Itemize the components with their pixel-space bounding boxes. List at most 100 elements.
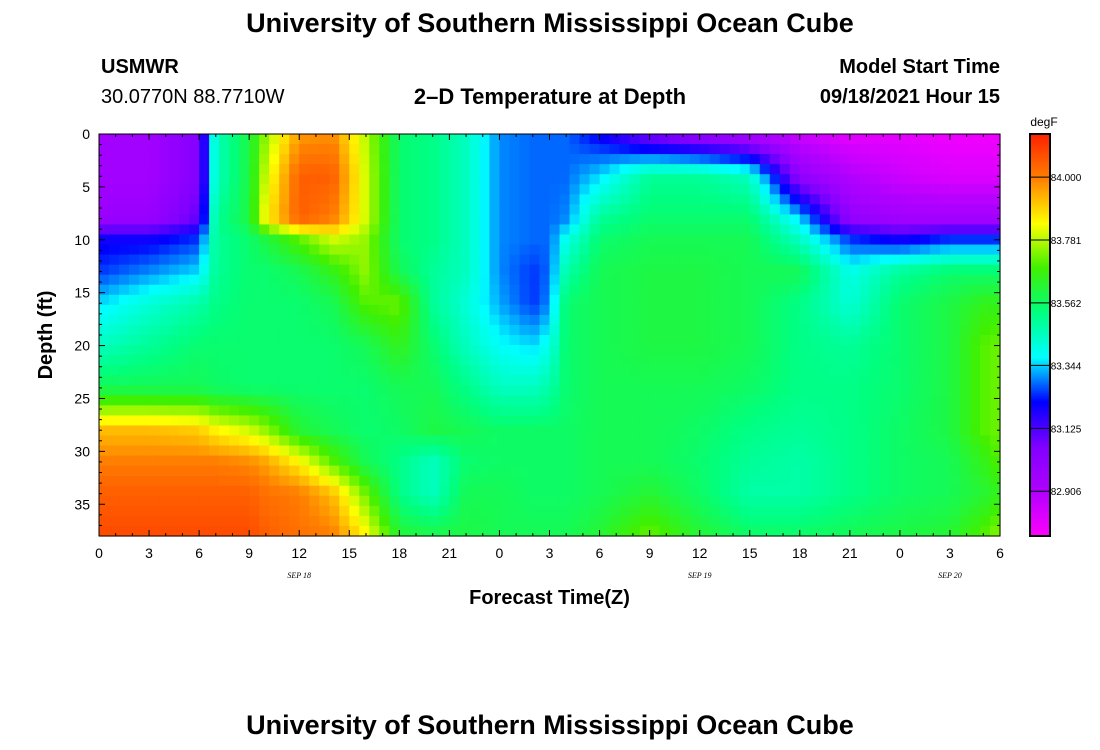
heatmap-cell: [189, 294, 200, 306]
heatmap-cell: [519, 254, 531, 266]
heatmap-cell: [859, 335, 871, 346]
heatmap-cell: [719, 435, 731, 447]
heatmap-cell: [709, 465, 721, 477]
heatmap-cell: [639, 254, 651, 266]
heatmap-cell: [839, 485, 851, 497]
heatmap-cell: [749, 495, 761, 507]
heatmap-cell: [639, 435, 651, 447]
heatmap-cell: [559, 234, 571, 246]
heatmap-cell: [459, 375, 471, 386]
heatmap-cell: [649, 505, 661, 517]
heatmap-cell: [359, 194, 370, 205]
heatmap-cell: [289, 515, 300, 527]
heatmap-cell: [179, 465, 190, 477]
heatmap-cell: [789, 455, 801, 467]
heatmap-cell: [499, 395, 511, 406]
heatmap-cell: [919, 274, 931, 286]
heatmap-cell: [569, 194, 581, 205]
heatmap-cell: [749, 355, 761, 366]
heatmap-cell: [759, 234, 771, 246]
heatmap-cell: [779, 174, 791, 185]
heatmap-cell: [629, 455, 641, 467]
heatmap-cell: [139, 435, 150, 447]
x-tick-label: 9: [646, 545, 654, 561]
heatmap-cell: [659, 335, 671, 346]
heatmap-cell: [689, 324, 701, 336]
heatmap-cell: [249, 455, 260, 467]
heatmap-cell: [169, 435, 180, 447]
heatmap-cell: [989, 304, 1001, 316]
heatmap-cell: [889, 415, 901, 427]
heatmap-cell: [249, 164, 260, 175]
heatmap-cell: [489, 355, 501, 366]
heatmap-cell: [749, 415, 761, 427]
heatmap-cell: [889, 445, 901, 457]
heatmap-cell: [589, 314, 601, 326]
heatmap-cell: [729, 465, 741, 477]
heatmap-cell: [739, 164, 751, 175]
heatmap-cell: [929, 314, 941, 326]
heatmap-cell: [579, 184, 591, 195]
heatmap-cell: [169, 415, 180, 427]
heatmap-cell: [759, 164, 771, 175]
heatmap-cell: [119, 425, 130, 437]
heatmap-cell: [649, 405, 661, 416]
heatmap-cell: [819, 204, 831, 215]
heatmap-cell: [869, 224, 881, 236]
heatmap-cell: [469, 435, 481, 447]
heatmap-cell: [249, 314, 260, 326]
heatmap-cell: [679, 304, 691, 316]
heatmap-cell: [869, 435, 881, 447]
heatmap-cell: [359, 254, 370, 266]
heatmap-cell: [139, 294, 150, 306]
heatmap-cell: [449, 294, 460, 306]
heatmap-cell: [229, 375, 240, 386]
heatmap-cell: [689, 214, 701, 226]
heatmap-cell: [869, 174, 881, 185]
heatmap-cell: [529, 274, 541, 286]
heatmap-cell: [809, 525, 821, 537]
heatmap-cell: [339, 375, 350, 386]
heatmap-cell: [559, 335, 571, 346]
heatmap-cell: [219, 395, 230, 406]
heatmap-cell: [529, 214, 541, 226]
heatmap-cell: [979, 214, 991, 226]
heatmap-cell: [819, 445, 831, 457]
heatmap-cell: [539, 505, 551, 517]
heatmap-cell: [979, 184, 991, 195]
heatmap-cell: [709, 375, 721, 386]
heatmap-cell: [129, 505, 140, 517]
heatmap-cell: [299, 244, 310, 256]
heatmap-cell: [969, 134, 981, 145]
heatmap-cell: [449, 154, 460, 165]
heatmap-cell: [819, 525, 831, 537]
heatmap-cell: [679, 355, 691, 366]
heatmap-cell: [479, 435, 491, 447]
heatmap-cell: [219, 294, 230, 306]
heatmap-cell: [409, 174, 420, 185]
heatmap-cell: [189, 355, 200, 366]
heatmap-cell: [649, 144, 661, 155]
heatmap-cell: [699, 194, 711, 205]
heatmap-cell: [609, 134, 621, 145]
heatmap-cell: [619, 214, 631, 226]
heatmap-cell: [129, 435, 140, 447]
heatmap-cell: [619, 264, 631, 276]
heatmap-cell: [919, 405, 931, 416]
heatmap-cell: [619, 475, 631, 487]
heatmap-cell: [789, 234, 801, 246]
heatmap-cell: [909, 234, 921, 246]
heatmap-cell: [519, 284, 531, 296]
heatmap-cell: [169, 144, 180, 155]
heatmap-cell: [129, 495, 140, 507]
heatmap-cell: [299, 144, 310, 155]
heatmap-cell: [429, 415, 440, 427]
heatmap-cell: [879, 234, 891, 246]
heatmap-cell: [839, 495, 851, 507]
heatmap-cell: [119, 525, 130, 537]
heatmap-cell: [209, 264, 220, 276]
heatmap-cell: [359, 415, 370, 427]
heatmap-cell: [419, 355, 430, 366]
heatmap-cell: [979, 174, 991, 185]
heatmap-cell: [979, 284, 991, 296]
